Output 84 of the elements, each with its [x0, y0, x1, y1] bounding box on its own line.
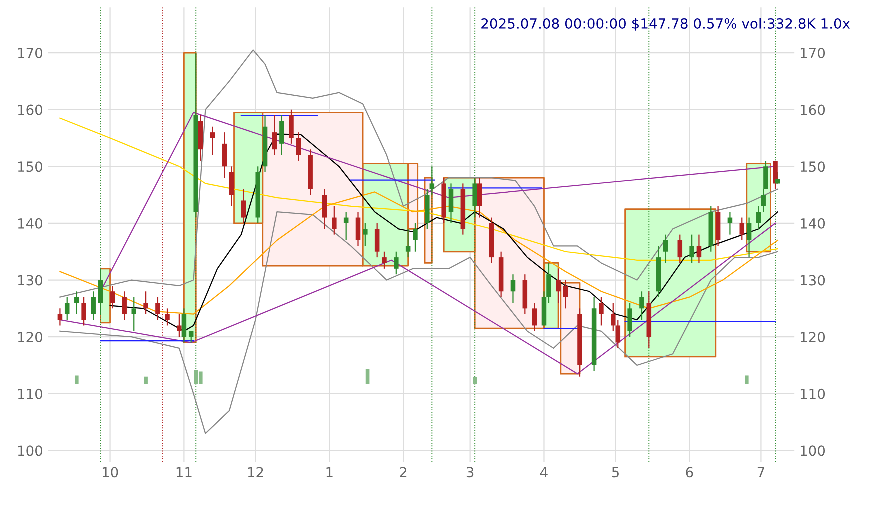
candlestick	[563, 280, 568, 310]
candlestick	[230, 166, 234, 207]
x-tick-label: 3	[466, 467, 474, 478]
bar	[144, 376, 148, 384]
candlestick	[746, 217, 752, 258]
y-tick-label: 170	[18, 48, 43, 58]
candlestick	[289, 109, 294, 144]
candlestick	[356, 212, 361, 247]
candlestick	[222, 132, 228, 179]
y2-tick-label: 150	[800, 162, 826, 172]
candlestick	[448, 183, 454, 224]
x-tick-label: 11	[176, 467, 192, 478]
y2-tick-label: 140	[800, 218, 826, 229]
y2-tick-label: 110	[800, 388, 826, 400]
candlestick	[210, 126, 216, 156]
line-series	[60, 212, 778, 434]
candlestick	[82, 296, 86, 326]
candlestick	[110, 285, 116, 310]
y-tick-label: 130	[18, 275, 43, 286]
candlestick	[477, 177, 482, 218]
candlestick	[363, 222, 368, 247]
line-series	[60, 50, 778, 298]
candlestick	[394, 251, 399, 276]
y-tick-label: 110	[18, 388, 43, 400]
candlestick	[91, 291, 96, 321]
candlestick	[156, 296, 160, 321]
bar	[744, 376, 749, 384]
bar	[473, 377, 477, 384]
candlestick	[182, 308, 187, 344]
candlestick	[640, 291, 644, 321]
candlestick	[165, 308, 170, 326]
candlestick	[58, 308, 63, 326]
candlestick	[132, 296, 137, 332]
y2-tick-label: 100	[800, 446, 826, 456]
y2-tick-label: 120	[800, 332, 826, 343]
y2-tick-label: 160	[800, 104, 826, 116]
candlestick	[122, 291, 127, 321]
candlestick	[344, 212, 349, 242]
candlestick	[663, 234, 668, 264]
x-tick-label: 1	[326, 467, 333, 478]
candlestick	[696, 234, 702, 264]
y2-tick-label: 170	[800, 48, 826, 58]
candlestick	[382, 251, 387, 270]
candlestick	[510, 274, 516, 304]
line-series	[60, 118, 778, 261]
candlestick	[241, 188, 246, 224]
candlestick	[756, 206, 762, 230]
x-tick-label: 5	[612, 467, 619, 478]
candlestick	[64, 296, 70, 321]
y2-tick-label: 130	[800, 275, 826, 286]
candlestick	[177, 314, 182, 338]
y-tick-label: 150	[18, 162, 43, 172]
candlestick	[690, 234, 694, 264]
y-tick-label: 140	[18, 218, 43, 229]
candlestick	[413, 222, 418, 252]
candlestick	[532, 302, 538, 332]
y-tick-label: 160	[18, 104, 43, 116]
x-tick-label: 10	[102, 467, 118, 478]
x-tick-label: 12	[248, 467, 264, 478]
y-tick-label: 120	[18, 332, 43, 343]
candlestick	[322, 188, 328, 230]
y-tick-label: 100	[18, 446, 43, 456]
text: 2025.07.08 00:00:00 $147.78 0.57% vol:332.8K 1.0x	[482, 18, 850, 31]
candlestick	[628, 302, 632, 338]
x-tick-label: 6	[686, 467, 694, 478]
candlestick	[546, 262, 552, 304]
candlestick	[406, 228, 411, 258]
candlestick	[556, 268, 561, 304]
x-tick-label: 4	[540, 467, 548, 478]
candlestick	[599, 296, 604, 326]
candlestick	[272, 114, 278, 156]
bar	[366, 369, 370, 384]
candlestick	[280, 114, 284, 156]
candlestick	[740, 217, 745, 242]
candlestick	[332, 206, 337, 236]
candlestick	[678, 234, 683, 264]
candlestick	[296, 132, 302, 162]
candlestick	[374, 222, 380, 258]
candlestick	[74, 291, 80, 315]
x-tick-label: 7	[758, 467, 764, 478]
bar	[74, 376, 79, 384]
candlestick	[728, 212, 733, 236]
candlestick	[144, 291, 148, 315]
x-tick-label: 2	[400, 467, 407, 478]
